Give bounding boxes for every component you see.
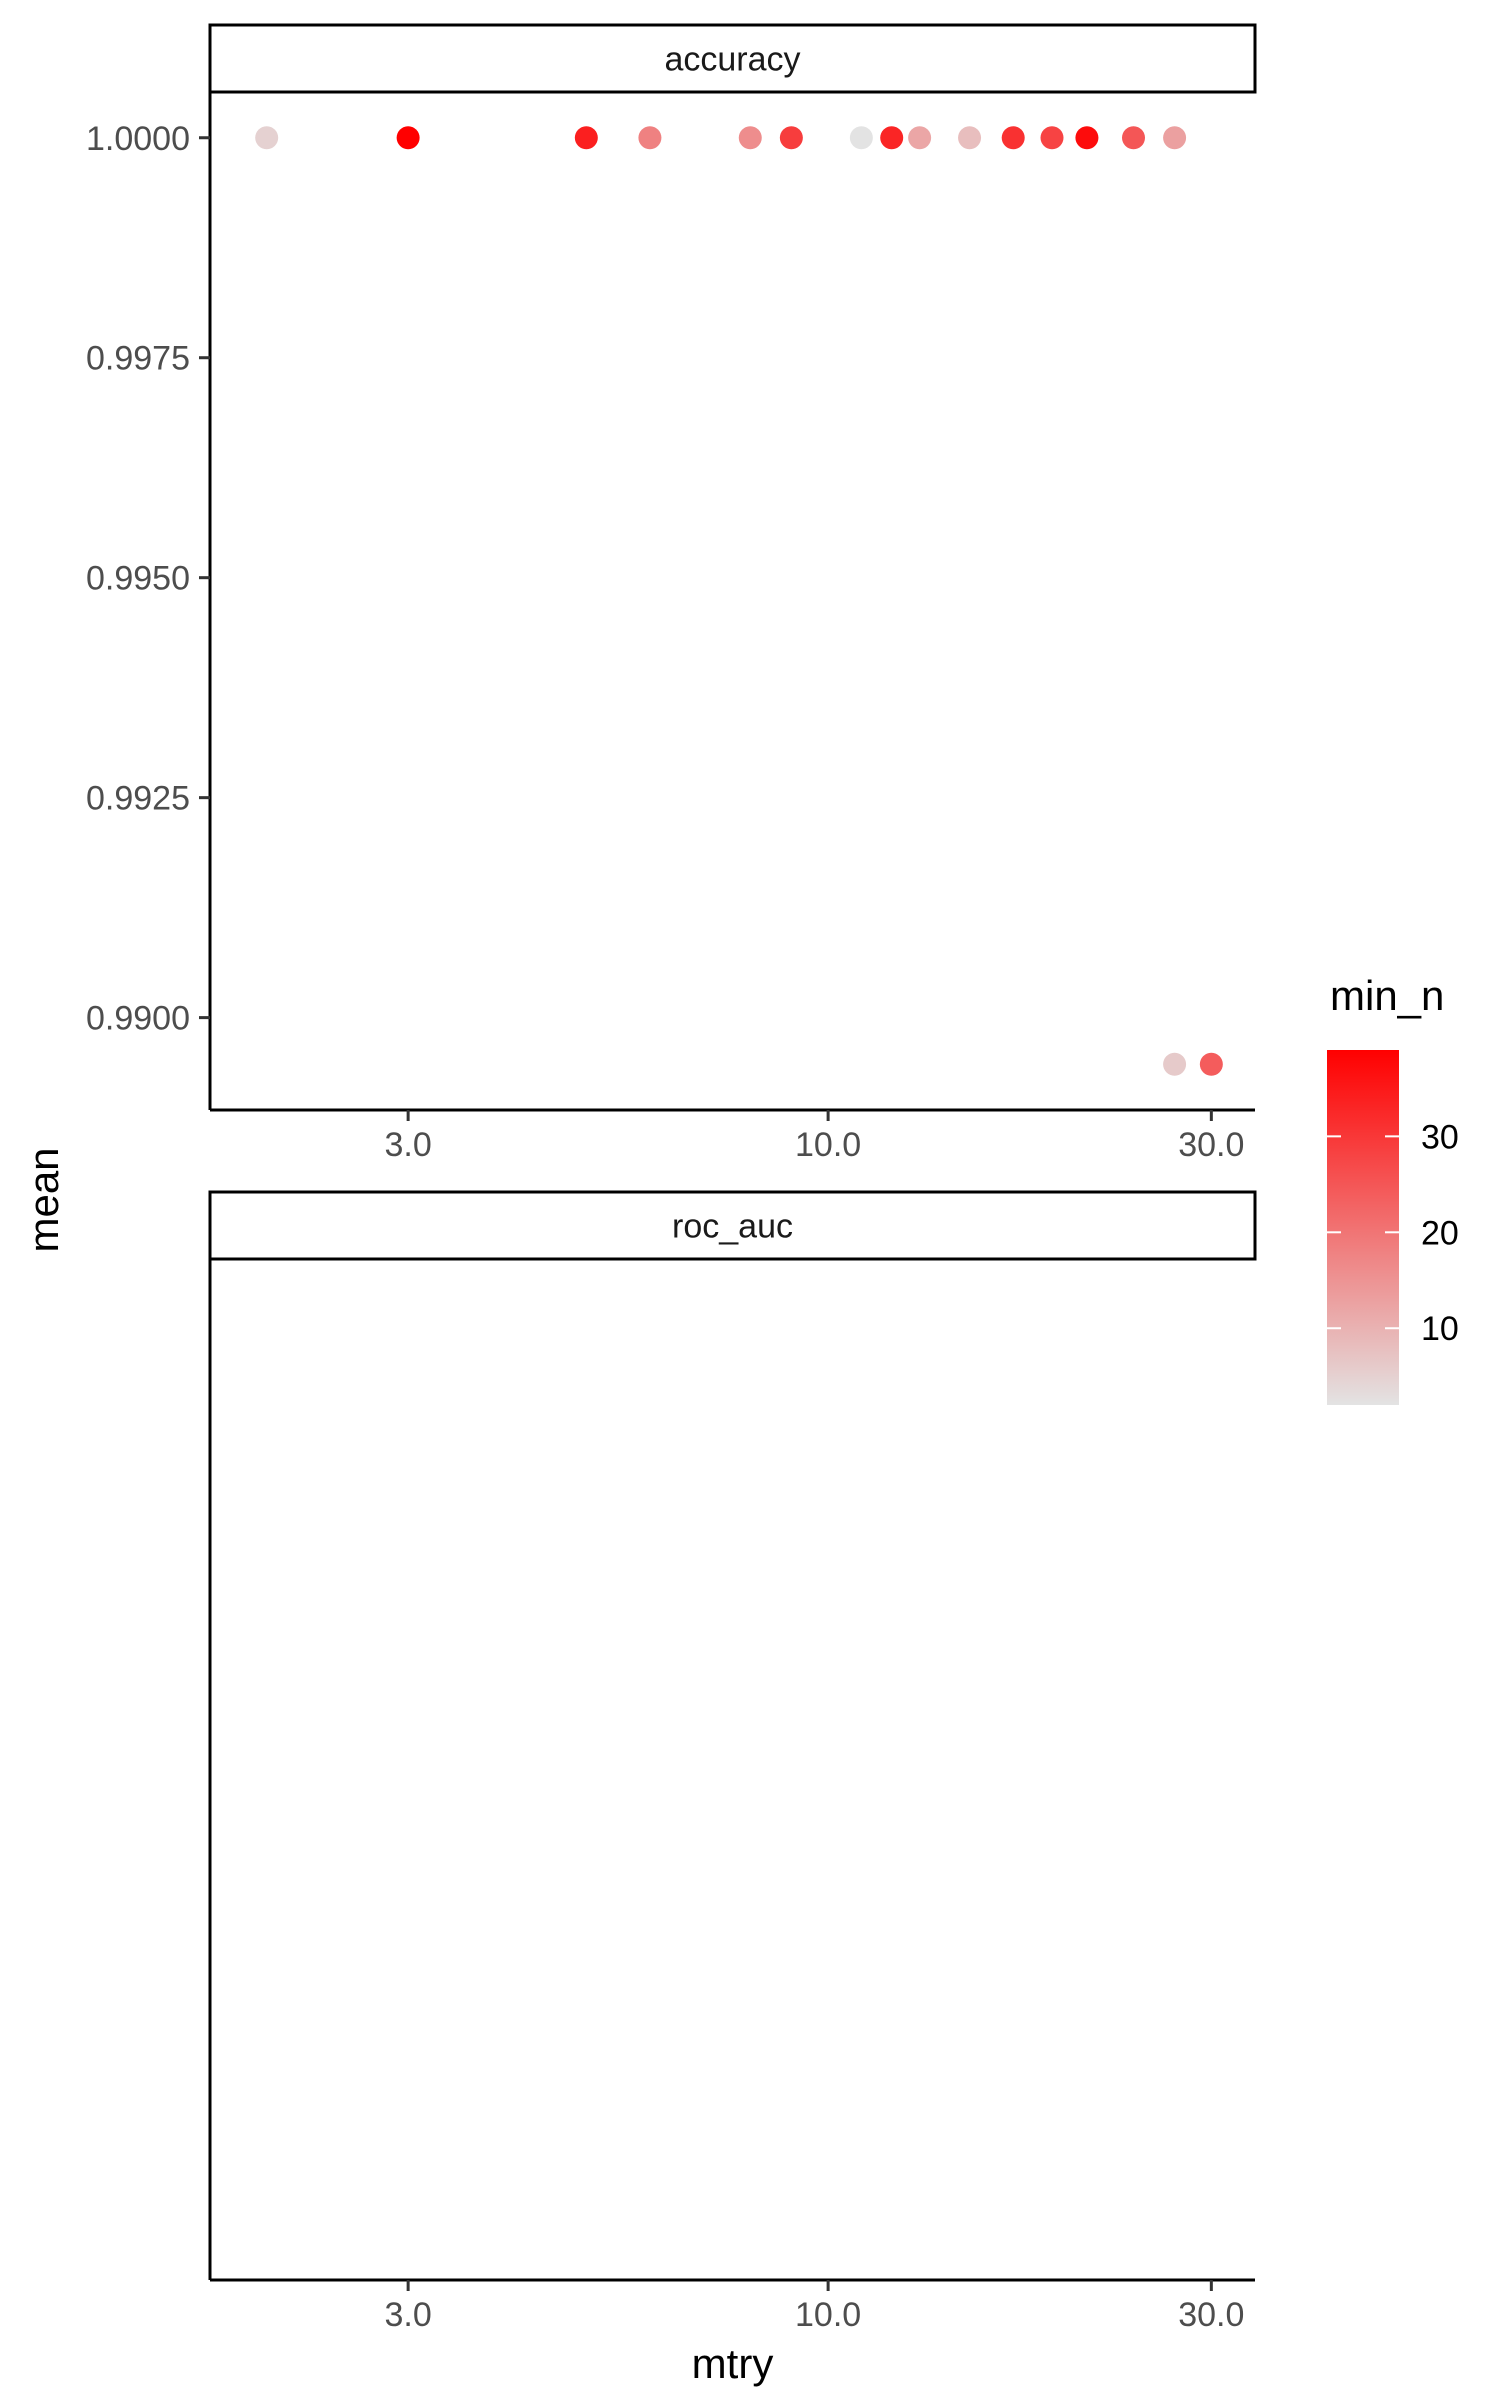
- x-tick-label: 30.0: [1178, 2296, 1244, 2334]
- x-axis-title: mtry: [692, 2340, 774, 2387]
- data-point: [1001, 126, 1025, 150]
- y-tick-label: 0.9975: [86, 340, 190, 378]
- data-point: [638, 126, 662, 150]
- legend-title: min_n: [1330, 972, 1444, 1019]
- data-point: [1163, 1052, 1187, 1076]
- data-point: [779, 126, 803, 150]
- legend-tick-label: 10: [1421, 1310, 1459, 1348]
- facet-strip-label: accuracy: [664, 41, 800, 79]
- data-point: [1040, 126, 1064, 150]
- data-point: [958, 126, 982, 150]
- data-point: [574, 126, 598, 150]
- x-tick-label: 3.0: [384, 1126, 431, 1164]
- data-point: [255, 126, 279, 150]
- y-tick-label: 1.0000: [86, 120, 190, 158]
- y-tick-label: 0.9900: [86, 1000, 190, 1038]
- data-point: [396, 126, 420, 150]
- y-tick-label: 0.9925: [86, 780, 190, 818]
- data-point: [880, 126, 904, 150]
- legend-colorbar: [1327, 1050, 1399, 1405]
- data-point: [908, 126, 932, 150]
- data-point: [1199, 1052, 1223, 1076]
- x-tick-label: 3.0: [384, 2296, 431, 2334]
- legend-tick-label: 30: [1421, 1118, 1459, 1156]
- data-point: [738, 126, 762, 150]
- y-axis-title: mean: [20, 1147, 67, 1252]
- facet-strip-label: roc_auc: [672, 1208, 793, 1246]
- x-tick-label: 10.0: [795, 2296, 861, 2334]
- data-point: [849, 126, 873, 150]
- y-tick-label: 0.9950: [86, 560, 190, 598]
- data-point: [1122, 126, 1146, 150]
- x-tick-label: 30.0: [1178, 1126, 1244, 1164]
- legend-tick-label: 20: [1421, 1214, 1459, 1252]
- data-point: [1163, 126, 1187, 150]
- data-point: [1075, 126, 1099, 150]
- x-tick-label: 10.0: [795, 1126, 861, 1164]
- facet-strip-roc_auc: [208, 1190, 1257, 1261]
- facet-strip-accuracy: [208, 23, 1257, 94]
